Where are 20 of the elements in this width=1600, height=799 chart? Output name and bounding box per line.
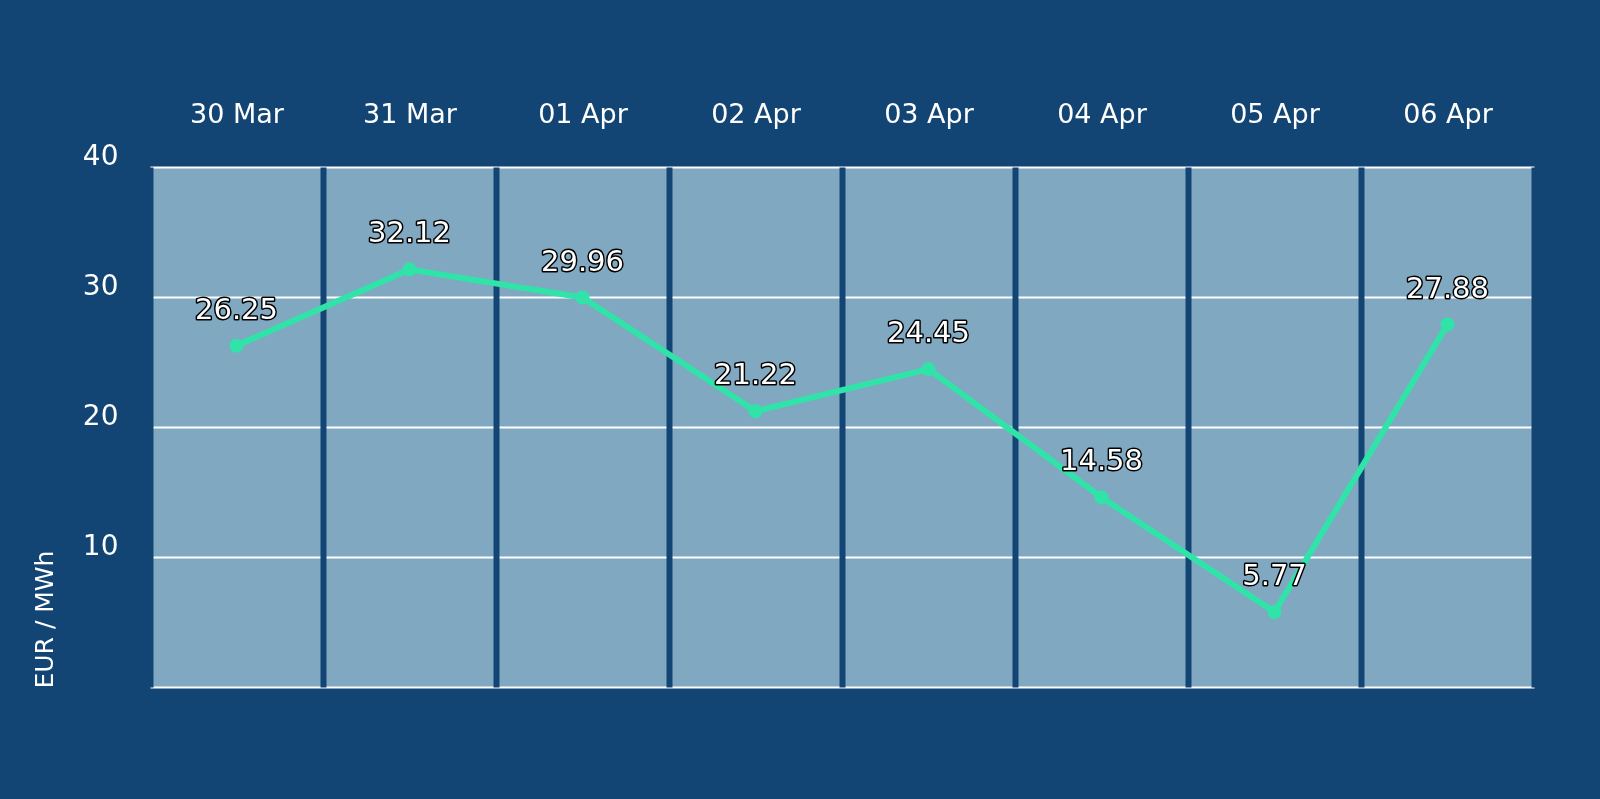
y-tick-label: 30 [82,268,119,302]
x-tick-label: 30 Mar [190,97,285,129]
x-tick-label: 02 Apr [711,97,802,129]
y-tick-label: 10 [82,528,119,562]
data-label: 32.12 [367,215,452,250]
x-tick-label: 06 Apr [1403,97,1494,129]
x-tick-label: 03 Apr [884,97,975,129]
y-tick-label: 40 [82,138,119,172]
x-tick-label: 31 Mar [363,97,458,129]
x-tick-label: 05 Apr [1230,97,1321,129]
y-tick-label: 20 [82,398,119,432]
data-label: 24.45 [886,315,971,350]
y-axis-title: EUR / MWh [29,550,59,689]
data-label: 21.22 [713,357,798,392]
x-tick-label: 01 Apr [538,97,629,129]
data-label: 27.88 [1405,270,1490,305]
x-tick-label: 04 Apr [1057,97,1148,129]
data-label: 29.96 [540,243,625,278]
data-label: 14.58 [1059,443,1144,478]
data-label: 26.25 [194,291,279,326]
